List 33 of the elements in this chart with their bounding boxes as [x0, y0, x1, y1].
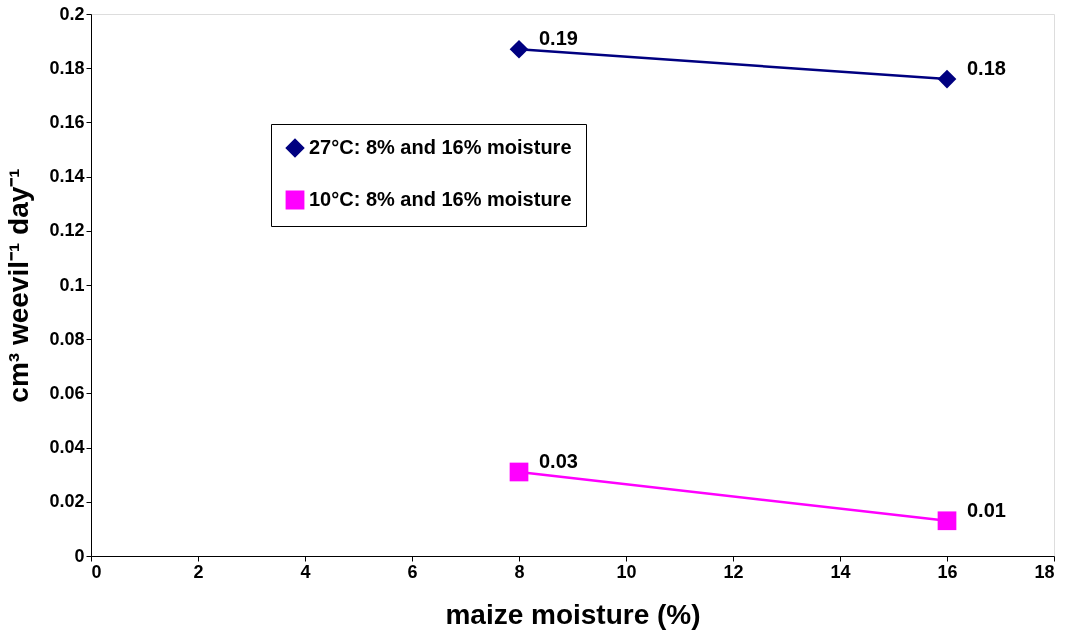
- y-tick-label: 0.06: [49, 382, 85, 403]
- x-tick-label: 14: [830, 561, 851, 582]
- point: [509, 462, 529, 482]
- y-tick-label: 0.04: [49, 437, 85, 458]
- x-tick-label: 0: [91, 561, 102, 582]
- legend-label: 10°C: 8% and 16% moisture: [309, 188, 572, 210]
- y-tick-label: 0.14: [49, 166, 85, 187]
- y-tick-label: 0.02: [49, 491, 85, 512]
- x-tick-label: 2: [193, 561, 204, 582]
- legend-label: 27°C: 8% and 16% moisture: [309, 136, 572, 158]
- x-tick-label: 8: [514, 561, 525, 582]
- y-tick-label: 0.2: [59, 3, 85, 24]
- x-tick-label: 10: [616, 561, 637, 582]
- x-tick-label: 4: [300, 561, 311, 582]
- y-tick-label: 0.12: [49, 220, 85, 241]
- point: [937, 69, 957, 89]
- y-tick-label: 0.1: [59, 274, 85, 295]
- y-tick-label: 0.18: [49, 57, 85, 78]
- y-tick-label: 0.08: [49, 328, 85, 349]
- point: [937, 511, 957, 531]
- x-tick-label: 6: [407, 561, 418, 582]
- point: [509, 39, 529, 59]
- y-axis-title: cm³ weevil⁻¹ day⁻¹: [3, 168, 35, 403]
- data-label: 0.19: [539, 27, 578, 50]
- data-label: 0.03: [539, 449, 578, 472]
- x-tick-label: 18: [1034, 561, 1055, 582]
- x-tick-label: 12: [723, 561, 744, 582]
- x-tick-label: 16: [937, 561, 958, 582]
- y-tick-label: 0.16: [49, 111, 85, 132]
- y-tick-label: 0: [74, 545, 85, 566]
- data-label: 0.18: [967, 57, 1006, 80]
- data-label: 0.01: [967, 498, 1006, 521]
- x-axis-title: maize moisture (%): [445, 598, 701, 630]
